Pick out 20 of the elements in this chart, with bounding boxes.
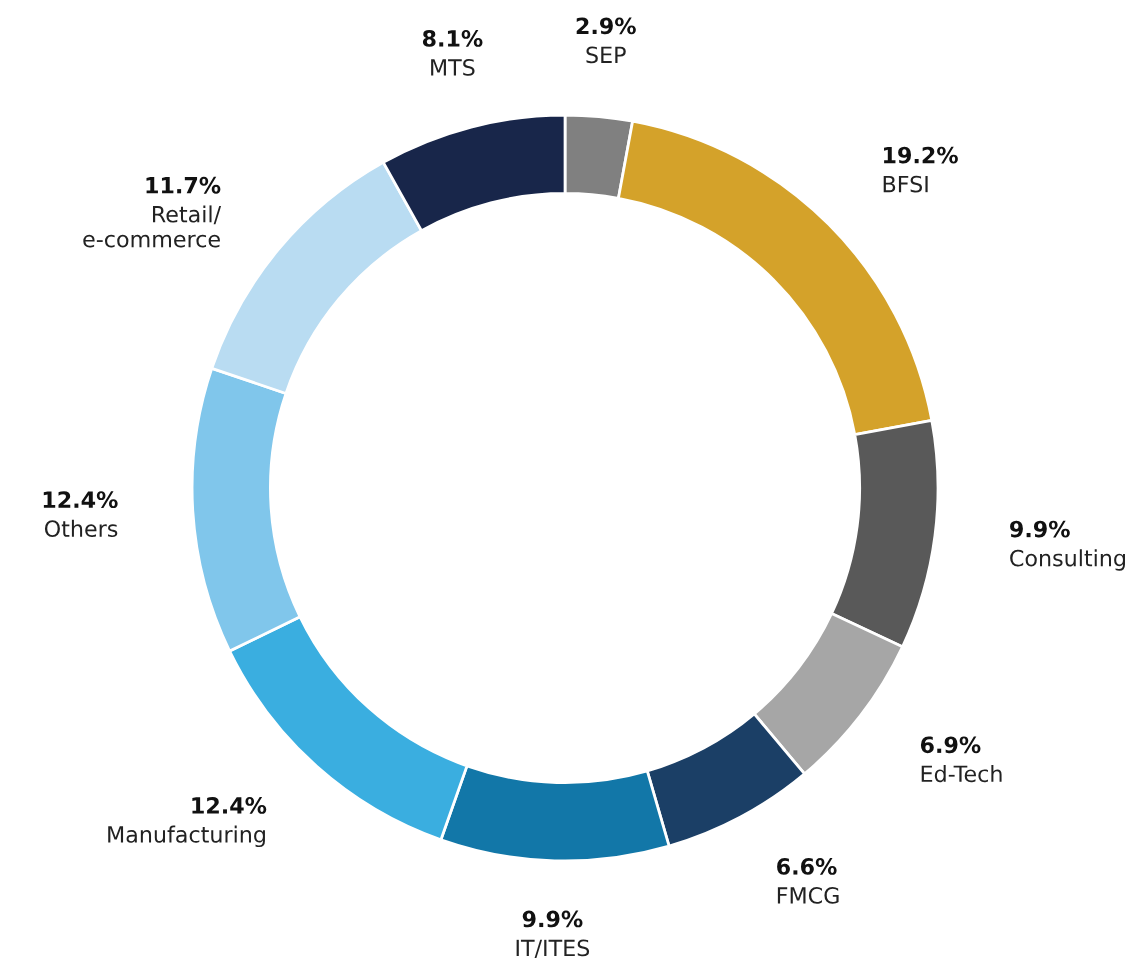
slice-label: FMCG <box>777 887 839 904</box>
slice-label: Ed-Tech <box>921 764 1002 783</box>
data-label: 6.6% <box>777 858 837 875</box>
data-label: 12.4% <box>192 797 267 814</box>
slice-label: Manufacturing <box>108 825 265 848</box>
slice-label: Others <box>44 519 118 538</box>
data-label: 11.7% <box>146 176 221 194</box>
slice-label: Consulting <box>1010 549 1125 571</box>
slice-label: Retail/ e-commerce <box>83 205 222 248</box>
data-label: 12.4% <box>43 491 118 509</box>
data-label: 8.1% <box>422 30 483 47</box>
slice-label: SEP <box>586 46 626 64</box>
slice-label: IT/ITES <box>516 939 590 959</box>
data-label: 6.9% <box>920 736 981 754</box>
data-label: 19.2% <box>884 146 958 164</box>
slice-label: BFSI <box>883 175 928 193</box>
slice-label: MTS <box>431 59 475 76</box>
data-label: 9.9% <box>1010 520 1070 538</box>
data-label: 2.9% <box>576 17 636 35</box>
data-label: 9.9% <box>522 910 583 928</box>
